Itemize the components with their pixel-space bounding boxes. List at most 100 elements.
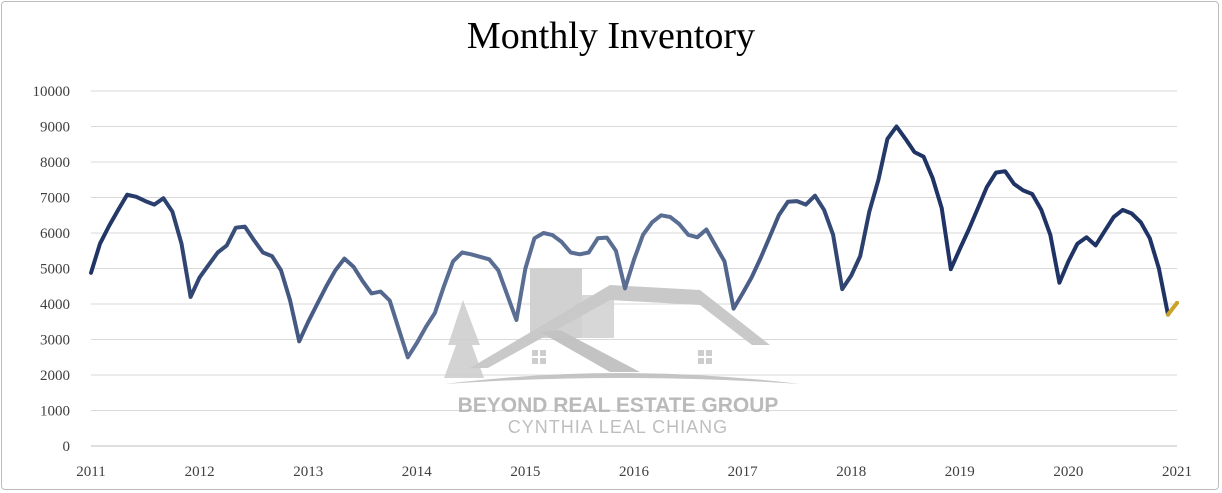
x-tick-label: 2012 — [185, 464, 215, 480]
y-tick-label: 3000 — [40, 333, 70, 349]
data-point — [596, 236, 600, 240]
grid-lines — [91, 90, 1177, 447]
house-logo-icon — [444, 268, 800, 384]
data-point — [840, 287, 844, 291]
data-point — [469, 252, 473, 256]
data-point — [1021, 188, 1025, 192]
data-point — [478, 255, 482, 259]
data-point — [370, 291, 374, 295]
data-point — [487, 257, 491, 261]
data-point — [1057, 281, 1061, 285]
data-point — [677, 222, 681, 226]
y-tick-label: 4000 — [40, 297, 70, 313]
data-point — [786, 200, 790, 204]
data-point — [1039, 208, 1043, 212]
data-point — [913, 150, 917, 154]
data-point — [750, 275, 754, 279]
data-point — [1075, 242, 1079, 246]
data-point — [261, 251, 265, 255]
data-point — [134, 195, 138, 199]
data-point — [505, 293, 509, 297]
data-point — [1012, 182, 1016, 186]
data-point — [397, 327, 401, 331]
data-point — [858, 254, 862, 258]
data-point — [234, 226, 238, 230]
x-tick-label: 2015 — [510, 464, 540, 480]
data-point — [1103, 229, 1107, 233]
data-point — [198, 275, 202, 279]
data-point — [1166, 313, 1170, 317]
data-point — [741, 291, 745, 295]
series-line — [89, 124, 1170, 360]
data-point — [650, 220, 654, 224]
data-point — [695, 235, 699, 239]
data-point — [560, 240, 564, 244]
data-point — [641, 233, 645, 237]
y-tick-label: 9000 — [40, 120, 70, 136]
series-group — [89, 124, 1179, 360]
data-point — [116, 208, 120, 212]
data-point — [342, 257, 346, 261]
data-point — [270, 254, 274, 258]
x-tick-label: 2016 — [619, 464, 650, 480]
data-point — [1048, 233, 1052, 237]
data-point — [958, 247, 962, 251]
data-point — [252, 238, 256, 242]
data-point — [668, 215, 672, 219]
watermark-name: BEYOND REAL ESTATE GROUP — [458, 394, 779, 417]
data-point — [1157, 267, 1161, 271]
data-point — [1003, 169, 1007, 173]
data-point — [967, 227, 971, 231]
data-point — [1148, 236, 1152, 240]
data-point — [605, 236, 609, 240]
data-point — [732, 307, 736, 311]
data-point — [831, 233, 835, 237]
data-point — [243, 225, 247, 229]
data-point — [1094, 243, 1098, 247]
data-point — [89, 271, 93, 275]
x-tick-label: 2017 — [728, 464, 759, 480]
data-point — [451, 259, 455, 263]
data-point — [614, 249, 618, 253]
data-point — [424, 325, 428, 329]
data-point — [623, 286, 627, 290]
data-point — [822, 208, 826, 212]
data-point — [768, 235, 772, 239]
data-point — [225, 243, 229, 247]
x-tick-label: 2021 — [1162, 464, 1192, 480]
data-point — [940, 206, 944, 210]
data-point — [994, 171, 998, 175]
data-point — [442, 284, 446, 288]
data-point — [867, 210, 871, 214]
y-tick-label: 8000 — [40, 155, 70, 171]
data-point — [976, 206, 980, 210]
data-point — [1112, 215, 1116, 219]
data-point — [759, 256, 763, 260]
y-tick-label: 5000 — [40, 262, 70, 278]
data-point — [551, 233, 555, 237]
data-point — [406, 355, 410, 359]
data-point — [107, 224, 111, 228]
data-point — [632, 258, 636, 262]
data-point — [161, 196, 165, 200]
data-point — [207, 263, 211, 267]
data-point — [985, 185, 989, 189]
data-point — [542, 231, 546, 235]
data-point — [306, 320, 310, 324]
x-tick-label: 2020 — [1053, 464, 1083, 480]
data-point — [532, 236, 536, 240]
data-point — [804, 203, 808, 207]
data-point — [723, 259, 727, 263]
data-point — [578, 252, 582, 256]
data-point — [876, 178, 880, 182]
data-point — [180, 242, 184, 246]
data-point — [433, 311, 437, 315]
data-point — [849, 274, 853, 278]
x-tick-label: 2018 — [836, 464, 866, 480]
data-point — [143, 199, 147, 203]
data-point — [279, 268, 283, 272]
data-point — [324, 284, 328, 288]
data-point — [351, 265, 355, 269]
data-point — [1085, 235, 1089, 239]
